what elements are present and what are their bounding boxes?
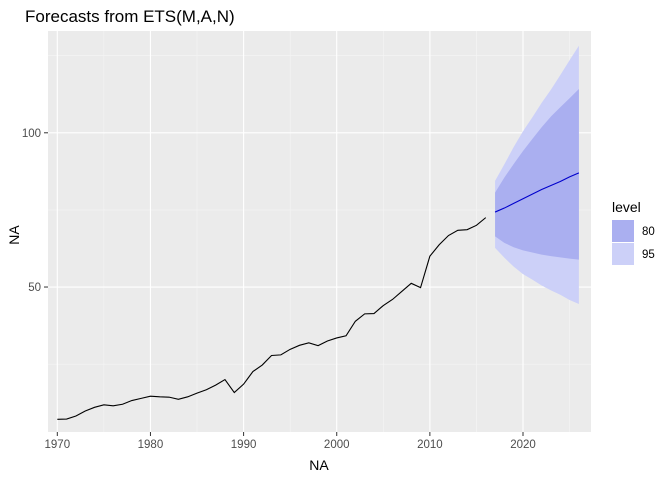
chart-title: Forecasts from ETS(M,A,N) bbox=[25, 7, 235, 26]
legend-label-95: 95 bbox=[642, 249, 655, 261]
x-tick-label: 2000 bbox=[324, 439, 350, 451]
y-axis-title: NA bbox=[6, 225, 22, 245]
y-tick-label: 100 bbox=[22, 128, 41, 140]
history-line bbox=[57, 217, 487, 420]
prediction-intervals bbox=[495, 45, 579, 304]
band-80 bbox=[495, 88, 579, 260]
legend: level 80 95 bbox=[612, 199, 655, 265]
x-tick-label: 1980 bbox=[138, 439, 164, 451]
y-tick-label: 50 bbox=[28, 282, 41, 294]
x-tick-label: 1990 bbox=[231, 439, 257, 451]
x-tick-label: 2020 bbox=[510, 439, 536, 451]
legend-label-80: 80 bbox=[642, 226, 655, 238]
x-axis-ticks: 1970 1980 1990 2000 2010 2020 bbox=[45, 432, 536, 451]
x-axis-title: NA bbox=[309, 457, 329, 473]
legend-key-80 bbox=[612, 220, 634, 242]
forecast-line bbox=[494, 172, 580, 213]
x-tick-label: 1970 bbox=[45, 439, 71, 451]
legend-key-95 bbox=[612, 243, 634, 265]
y-axis-ticks: 50 100 bbox=[22, 128, 48, 294]
x-tick-label: 2010 bbox=[417, 439, 443, 451]
series-lines bbox=[57, 172, 580, 420]
legend-title: level bbox=[612, 199, 641, 215]
